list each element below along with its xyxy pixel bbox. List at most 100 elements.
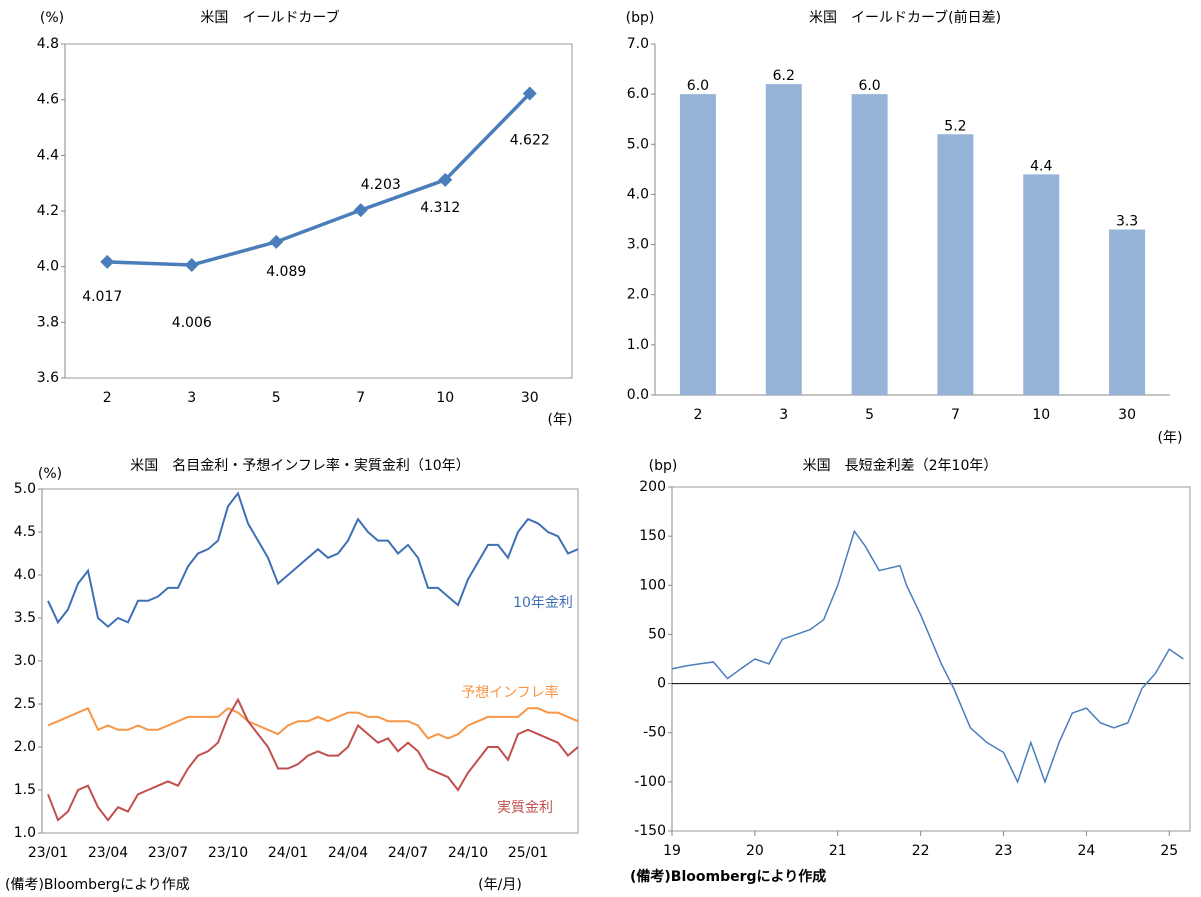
x-tick-label: 7 — [951, 407, 960, 423]
y-tick-label: 50 — [648, 626, 666, 642]
y-tick-label: 3.8 — [37, 314, 59, 330]
bar — [851, 94, 888, 396]
chart-title: 米国 名目金利・予想インフレ率・実質金利（10年） — [130, 457, 469, 474]
x-tick-label: 23/04 — [88, 845, 128, 861]
marker — [353, 203, 368, 218]
x-tick-label: 24/07 — [388, 845, 428, 861]
bar — [765, 84, 802, 395]
x-tick-label: 19 — [663, 843, 681, 859]
x-tick-label: 7 — [356, 390, 365, 406]
marker — [269, 234, 284, 249]
x-tick-label: 24 — [1077, 843, 1095, 859]
data-label: 6.0 — [687, 78, 709, 94]
series-label: 実質金利 — [497, 800, 553, 816]
y-tick-label: 4.8 — [37, 36, 59, 52]
bar — [937, 134, 974, 395]
data-label: 4.312 — [420, 200, 460, 216]
bar — [1023, 174, 1060, 395]
x-tick-label: 2 — [103, 390, 112, 406]
y-axis-label: (%) — [38, 466, 62, 482]
line-series — [671, 529, 1184, 785]
y-tick-label: 4.6 — [37, 92, 59, 108]
y-tick-label: 4.0 — [37, 259, 59, 275]
x-tick-label: 23/10 — [208, 845, 248, 861]
x-tick-label: 30 — [521, 390, 539, 406]
y-tick-label: -100 — [634, 774, 666, 790]
y-tick-label: 0.0 — [627, 387, 649, 403]
x-tick-label: 25/01 — [508, 845, 548, 861]
x-tick-label: 24/04 — [328, 845, 368, 861]
marker — [522, 86, 537, 101]
plot-area — [64, 43, 573, 379]
y-tick-label: 5.0 — [14, 481, 36, 497]
y-tick-label: 1.0 — [14, 825, 36, 841]
data-label: 4.4 — [1030, 158, 1052, 174]
y-axis-label: (bp) — [626, 10, 655, 26]
x-tick-label: 3 — [187, 390, 196, 406]
x-tick-label: 10 — [436, 390, 454, 406]
note: (備考)Bloombergにより作成 — [630, 868, 826, 885]
y-tick-label: 2.0 — [14, 739, 36, 755]
y-tick-label: 1.5 — [14, 782, 36, 798]
data-label: 5.2 — [944, 118, 966, 134]
y-tick-label: 7.0 — [627, 36, 649, 52]
x-tick-label: 23/01 — [28, 845, 68, 861]
data-label: 4.017 — [82, 289, 122, 305]
y-tick-label: 3.0 — [14, 653, 36, 669]
y-tick-label: 1.0 — [627, 337, 649, 353]
line-series — [47, 491, 579, 628]
note: (備考)Bloombergにより作成 — [5, 877, 190, 893]
y-tick-label: 3.5 — [14, 610, 36, 626]
data-label: 4.089 — [266, 264, 306, 280]
y-tick-label: 3.0 — [627, 237, 649, 253]
y-tick-label: 4.4 — [37, 147, 59, 163]
y-axis-label: (%) — [40, 10, 64, 26]
data-label: 6.0 — [858, 78, 880, 94]
marker — [438, 172, 453, 187]
marker — [100, 254, 115, 269]
x-axis-label: (年) — [548, 412, 573, 428]
y-tick-label: 4.0 — [627, 186, 649, 202]
x-tick-label: 3 — [779, 407, 788, 423]
x-tick-label: 23 — [995, 843, 1013, 859]
marker — [184, 257, 199, 272]
line-series — [107, 92, 532, 267]
x-axis-label: (年) — [1158, 430, 1183, 446]
x-tick-label: 2 — [693, 407, 702, 423]
x-tick-label: 5 — [272, 390, 281, 406]
x-tick-label: 22 — [912, 843, 930, 859]
chart-title: 米国 イールドカーブ(前日差) — [809, 9, 1001, 26]
x-tick-label: 5 — [865, 407, 874, 423]
y-tick-label: -150 — [634, 823, 666, 839]
bar — [679, 94, 716, 396]
x-tick-label: 23/07 — [148, 845, 188, 861]
y-tick-label: 150 — [639, 528, 666, 544]
x-tick-label: 10 — [1032, 407, 1050, 423]
data-label: 4.006 — [172, 315, 212, 331]
y-tick-label: 2.5 — [14, 696, 36, 712]
y-tick-label: 0 — [657, 676, 666, 692]
x-tick-label: 24/01 — [268, 845, 308, 861]
plot-area — [671, 486, 1191, 832]
y-tick-label: 4.2 — [37, 203, 59, 219]
x-axis-label: (年/月) — [478, 877, 522, 893]
x-tick-label: 21 — [829, 843, 847, 859]
y-tick-label: 4.0 — [14, 567, 36, 583]
x-tick-label: 24/10 — [448, 845, 488, 861]
y-tick-label: 200 — [639, 479, 666, 495]
x-tick-label: 30 — [1118, 407, 1136, 423]
y-tick-label: 5.0 — [627, 136, 649, 152]
x-tick-label: 20 — [746, 843, 764, 859]
plot-area — [41, 488, 579, 834]
chart-title: 米国 イールドカーブ — [200, 9, 339, 26]
data-label: 4.622 — [510, 133, 550, 149]
data-label: 6.2 — [773, 68, 795, 84]
data-label: 4.203 — [361, 177, 401, 193]
y-tick-label: 3.6 — [37, 370, 59, 386]
series-label: 10年金利 — [513, 595, 573, 611]
line-series — [47, 706, 579, 740]
y-tick-label: -50 — [643, 725, 666, 741]
y-tick-label: 6.0 — [627, 86, 649, 102]
series-label: 予想インフレ率 — [461, 684, 559, 701]
